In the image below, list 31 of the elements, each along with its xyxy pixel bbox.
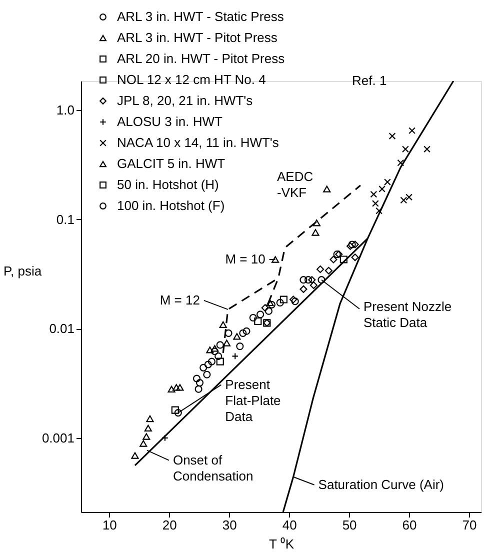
legend-label: ARL 3 in. HWT - Pitot Press bbox=[117, 30, 278, 45]
legend-label: ALOSU 3 in. HWT bbox=[117, 114, 223, 129]
x-tick-label: 60 bbox=[402, 518, 417, 532]
x-tick-label: 10 bbox=[102, 518, 117, 532]
annotation: Present Nozzle Static Data bbox=[363, 298, 452, 330]
annotation: M = 12 bbox=[160, 292, 200, 308]
legend-label: NACA 10 x 14, 11 in. HWT's bbox=[117, 135, 280, 150]
legend-label: JPL 8, 20, 21 in. HWT's bbox=[117, 93, 254, 108]
x-tick-label: 40 bbox=[282, 518, 297, 532]
y-tick-label: 0.001 bbox=[42, 430, 74, 446]
legend-label: ARL 20 in. HWT - Pitot Press bbox=[117, 51, 286, 66]
annotation: Ref. 1 bbox=[352, 73, 387, 88]
y-tick-label: 0.01 bbox=[49, 321, 74, 336]
annotation: Onset of Condensation bbox=[172, 452, 254, 484]
legend-label: 100 in. Hotshot (F) bbox=[117, 198, 225, 213]
x-tick-label: 50 bbox=[342, 518, 357, 532]
annotation: Saturation Curve (Air) bbox=[318, 476, 444, 492]
y-tick-label: 0.1 bbox=[56, 212, 74, 227]
x-tick-label: 20 bbox=[162, 518, 177, 532]
x-tick-label: 30 bbox=[222, 518, 237, 532]
annotation: Present Flat-Plate Data bbox=[225, 376, 281, 424]
x-tick-label: 70 bbox=[462, 518, 477, 532]
legend-label: GALCIT 5 in. HWT bbox=[117, 156, 226, 171]
y-tick-label: 1.0 bbox=[56, 102, 74, 118]
annotation: M = 10 bbox=[225, 251, 266, 266]
legend-label: NOL 12 x 12 cm HT No. 4 bbox=[117, 72, 266, 87]
x-axis-title: T ⁰K bbox=[269, 536, 294, 552]
annotation: AEDC -VKF bbox=[277, 169, 314, 200]
y-axis-title: P, psia bbox=[4, 264, 42, 278]
legend-label: 50 in. Hotshot (H) bbox=[117, 177, 219, 192]
legend-label: ARL 3 in. HWT - Static Press bbox=[117, 9, 284, 24]
